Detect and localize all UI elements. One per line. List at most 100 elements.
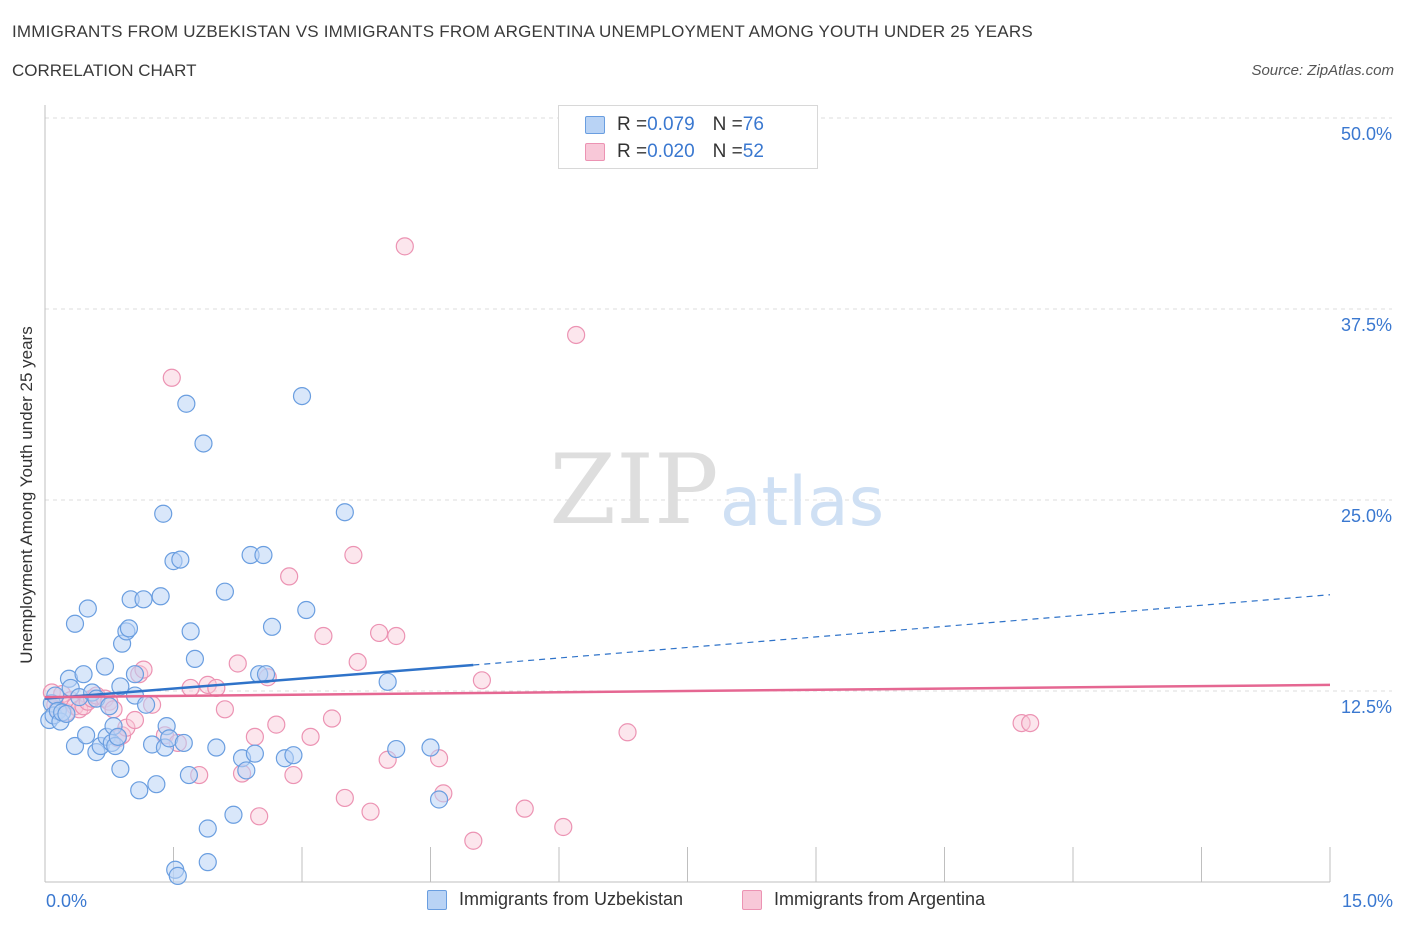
- argentina-point: [215, 700, 234, 719]
- argentina-point: [162, 368, 181, 387]
- argentina-legend-swatch: [742, 889, 762, 910]
- uzbekistan-trend-extension: [473, 594, 1331, 666]
- uzbekistan-point: [95, 657, 115, 676]
- uzbekistan-point: [256, 665, 276, 684]
- uzbekistan-point: [179, 765, 199, 785]
- stats-legend-row-uzbekistan: R = 0.079 N = 76: [585, 113, 764, 137]
- argentina-point: [344, 545, 363, 565]
- r-label: R =: [617, 114, 648, 135]
- argentina-point: [361, 802, 380, 821]
- uzbekistan-point: [154, 504, 173, 523]
- uzbekistan-point: [254, 545, 273, 565]
- uzbekistan-point: [245, 744, 264, 763]
- uzbekistan-point: [284, 746, 303, 765]
- argentina-point: [280, 567, 299, 586]
- uzbekistan-point: [237, 761, 256, 780]
- argentina-point: [370, 623, 389, 643]
- argentina-point: [464, 831, 483, 850]
- axis-layer: [44, 105, 1331, 883]
- argentina-point: [322, 709, 342, 728]
- argentina-point: [618, 723, 637, 742]
- uzbekistan-point: [134, 590, 153, 609]
- argentina-point: [1021, 713, 1040, 733]
- n-label: N =: [712, 141, 743, 162]
- uzbekistan-point: [174, 733, 193, 753]
- uzbekistan-point: [335, 503, 354, 522]
- uzbekistan-point: [215, 582, 234, 601]
- uzbekistan-point: [125, 665, 145, 684]
- uzbekistan-point: [130, 781, 149, 800]
- argentina-points: [42, 237, 1040, 850]
- uzbekistan-point: [168, 866, 187, 885]
- uzbekistan-point: [57, 704, 76, 724]
- n-label: N =: [712, 114, 743, 135]
- argentina-point: [515, 799, 534, 818]
- r-value: 0.079: [647, 114, 695, 135]
- grid-layer: [45, 117, 1392, 692]
- watermark: ZIP atlas: [549, 434, 884, 546]
- chart-subtitle: CORRELATION CHART: [12, 61, 197, 80]
- trend-lines: [44, 594, 1331, 700]
- uzbekistan-point: [429, 790, 449, 809]
- argentina-swatch: [585, 143, 605, 161]
- n-value: 76: [742, 114, 764, 135]
- uzbekistan-point: [74, 665, 93, 684]
- argentina-point: [228, 654, 247, 673]
- uzbekistan-point: [194, 434, 213, 453]
- uzbekistan-point: [224, 805, 243, 824]
- legend-item-argentina[interactable]: Immigrants from Argentina: [742, 889, 985, 910]
- uzbekistan-point: [100, 697, 119, 716]
- uzbekistan-point: [136, 695, 156, 714]
- n-value: 52: [742, 141, 764, 162]
- argentina-point: [267, 715, 286, 734]
- uzbekistan-point: [185, 649, 205, 669]
- uzbekistan-point: [181, 622, 200, 641]
- uzbekistan-point: [119, 619, 139, 638]
- uzbekistan-legend-swatch: [427, 889, 447, 910]
- uzbekistan-point: [171, 550, 190, 569]
- argentina-point: [125, 710, 145, 730]
- x-tick-label-max: 15.0%: [1341, 891, 1393, 911]
- argentina-point: [395, 237, 414, 256]
- chart-title: IMMIGRANTS FROM UZBEKISTAN VS IMMIGRANTS…: [12, 22, 1033, 41]
- uzbekistan-point: [111, 759, 130, 779]
- stats-legend: R = 0.079 N = 76 R = 0.020 N = 52: [558, 105, 818, 169]
- argentina-point: [314, 626, 333, 646]
- uzbekistan-point: [421, 738, 440, 757]
- y-axis-label: Unemployment Among Youth under 25 years: [17, 326, 36, 664]
- y-tick-label: 12.5%: [1341, 697, 1392, 717]
- r-value: 0.020: [647, 141, 695, 162]
- uzbekistan-point: [198, 853, 217, 872]
- uzbekistan-point: [78, 599, 97, 618]
- uzbekistan-point: [77, 726, 96, 745]
- argentina-point: [250, 807, 269, 826]
- argentina-point: [567, 325, 586, 345]
- uzbekistan-point: [65, 736, 85, 756]
- argentina-point: [387, 626, 406, 646]
- uzbekistan-point: [378, 672, 397, 691]
- watermark-atlas: atlas: [720, 463, 884, 542]
- argentina-trend-line: [44, 683, 1331, 699]
- argentina-point: [207, 678, 226, 698]
- uzbekistan-point: [111, 677, 130, 696]
- uzbekistan-swatch: [585, 116, 605, 134]
- argentina-point: [284, 765, 303, 785]
- argentina-point: [472, 671, 491, 690]
- uzbekistan-point: [198, 819, 217, 838]
- argentina-point: [335, 788, 354, 808]
- r-label: R =: [617, 141, 648, 162]
- uzbekistan-point: [297, 600, 316, 620]
- uzbekistan-trend-line: [44, 663, 474, 700]
- uzbekistan-point: [147, 775, 166, 794]
- y-tick-label: 37.5%: [1341, 315, 1392, 335]
- y-tick-labels: 12.5% 25.0% 37.5% 50.0%: [1341, 124, 1392, 717]
- uzbekistan-point: [387, 739, 406, 759]
- watermark-zip: ZIP: [549, 434, 718, 546]
- source-note: Source: ZipAtlas.com: [1251, 62, 1394, 79]
- uzbekistan-point: [207, 738, 226, 757]
- x-tick-label-min: 0.0%: [46, 891, 88, 911]
- legend-item-uzbekistan[interactable]: Immigrants from Uzbekistan: [427, 889, 683, 910]
- argentina-point: [301, 727, 320, 746]
- uzbekistan-point: [292, 386, 312, 406]
